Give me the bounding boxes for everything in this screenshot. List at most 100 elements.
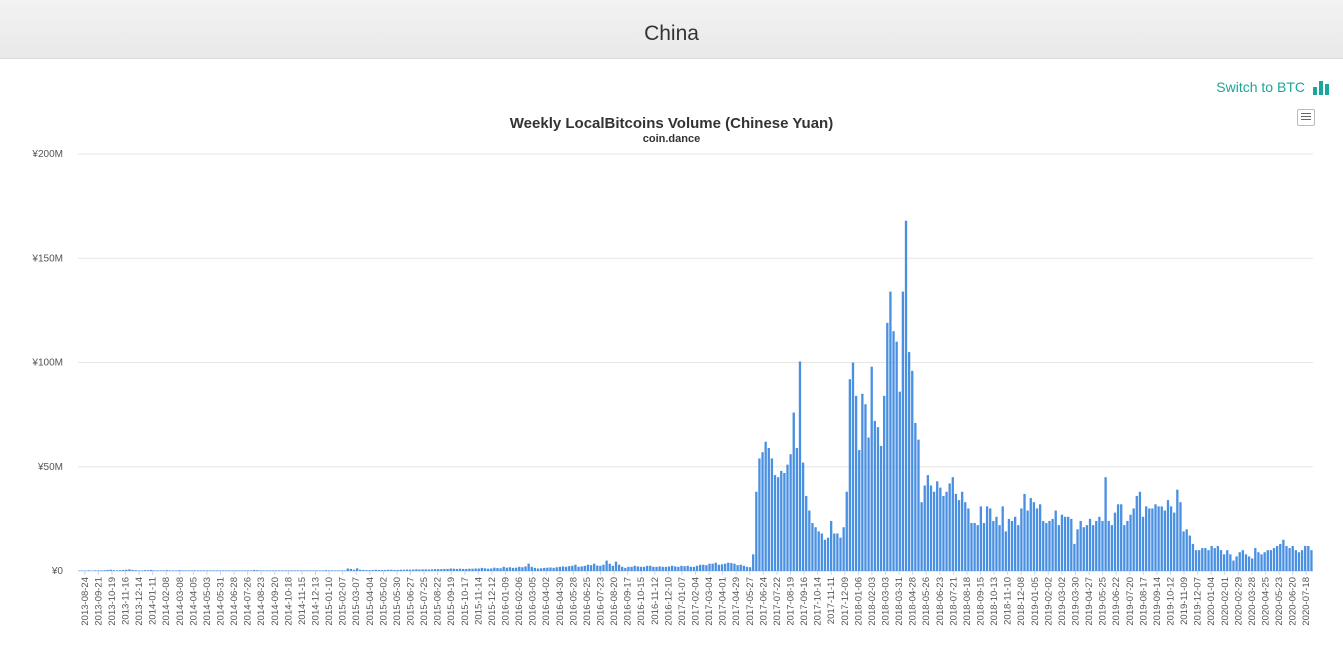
bar xyxy=(652,566,655,571)
bar xyxy=(758,458,761,571)
bar xyxy=(284,570,287,571)
bar xyxy=(805,495,808,571)
bar xyxy=(218,570,222,571)
bar xyxy=(1216,545,1220,571)
bar xyxy=(624,567,627,571)
bar xyxy=(1294,550,1298,571)
bar xyxy=(1300,550,1304,571)
bar xyxy=(967,508,970,571)
bar xyxy=(1076,529,1079,571)
bar xyxy=(951,477,954,571)
bar xyxy=(914,422,917,571)
x-tick-label: 2020-06-20 xyxy=(1288,577,1299,626)
bar xyxy=(1029,498,1032,571)
x-tick-label: 2016-01-09 xyxy=(501,577,512,626)
bar xyxy=(421,569,424,571)
bar xyxy=(1141,516,1145,571)
bar xyxy=(1057,525,1060,571)
bar xyxy=(1310,550,1313,571)
x-tick-label: 2019-04-27 xyxy=(1084,577,1095,626)
bar xyxy=(237,570,240,571)
bar xyxy=(904,220,908,571)
bar xyxy=(521,567,524,571)
x-tick-label: 2018-12-08 xyxy=(1016,577,1027,626)
bar xyxy=(253,569,256,571)
bar xyxy=(942,495,945,571)
bar xyxy=(854,395,858,571)
bar xyxy=(611,565,615,571)
bar xyxy=(546,567,549,571)
bar xyxy=(973,523,976,571)
bar xyxy=(221,570,225,571)
bar xyxy=(499,568,502,571)
chart-title: Weekly LocalBitcoins Volume (Chinese Yua… xyxy=(509,115,834,132)
x-tick-label: 2015-10-17 xyxy=(460,577,471,626)
bar xyxy=(845,491,848,571)
bar xyxy=(1048,520,1051,571)
bar xyxy=(1010,520,1014,571)
bar xyxy=(555,567,558,571)
bar xyxy=(171,570,175,571)
bar xyxy=(137,570,140,571)
x-tick-label: 2013-09-21 xyxy=(93,577,104,626)
bar xyxy=(486,568,490,571)
bar xyxy=(898,391,901,571)
bar xyxy=(200,570,203,571)
x-tick-label: 2016-12-10 xyxy=(663,577,674,626)
bar xyxy=(461,568,465,571)
bar xyxy=(100,570,103,571)
bar xyxy=(168,570,172,571)
bar xyxy=(801,462,805,571)
bar xyxy=(1014,516,1017,571)
page-title: China xyxy=(644,22,699,45)
bar xyxy=(1254,548,1257,571)
bar xyxy=(1269,550,1273,571)
chart-menu-button[interactable] xyxy=(1297,109,1315,126)
bar xyxy=(848,379,852,571)
bar xyxy=(150,569,153,571)
bar xyxy=(240,570,243,571)
bar xyxy=(954,493,958,571)
bar xyxy=(1166,500,1170,571)
x-tick-label: 2020-02-01 xyxy=(1220,577,1231,626)
bar xyxy=(224,570,228,571)
bar xyxy=(705,565,708,571)
bar xyxy=(851,362,855,571)
bar xyxy=(1110,525,1114,571)
bar xyxy=(228,570,231,571)
bar xyxy=(118,570,122,571)
x-tick-label: 2018-03-03 xyxy=(881,577,892,626)
bar xyxy=(883,395,886,571)
switch-to-btc-button[interactable]: Switch to BTC xyxy=(1216,79,1329,95)
bar xyxy=(920,502,923,571)
bar xyxy=(1148,508,1151,571)
bar xyxy=(446,568,449,571)
bar xyxy=(1204,548,1207,571)
bar xyxy=(1275,545,1279,571)
bar xyxy=(1163,510,1167,571)
x-tick-label: 2013-11-16 xyxy=(121,577,132,625)
bar xyxy=(1101,520,1104,571)
bar xyxy=(296,570,300,571)
bar xyxy=(867,437,870,571)
bar xyxy=(281,570,284,571)
bar xyxy=(1135,495,1138,571)
bar xyxy=(1266,550,1269,571)
bar xyxy=(374,569,377,571)
bar xyxy=(549,567,552,571)
bar xyxy=(259,570,262,571)
x-tick-label: 2019-03-30 xyxy=(1071,577,1082,626)
bar xyxy=(268,570,271,571)
bar xyxy=(692,566,696,571)
bar xyxy=(1235,556,1238,571)
x-tick-label: 2019-05-25 xyxy=(1098,577,1109,626)
bar xyxy=(1160,506,1163,571)
bar xyxy=(580,566,583,571)
bar xyxy=(122,569,125,571)
bar xyxy=(299,570,303,571)
bar xyxy=(992,520,995,571)
bar xyxy=(265,570,268,571)
bar xyxy=(842,527,845,571)
bar xyxy=(1116,504,1120,571)
bar xyxy=(1004,531,1007,571)
